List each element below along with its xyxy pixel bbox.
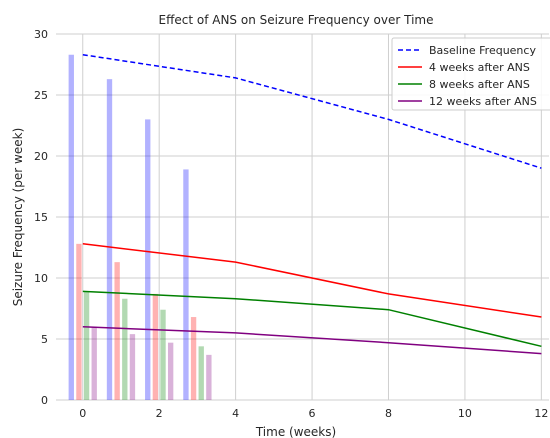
bar [145, 119, 151, 401]
bar [183, 169, 189, 400]
y-tick-labels: 0 5 10 15 20 25 30 [34, 28, 48, 407]
x-tick-label: 12 [534, 407, 548, 420]
bar [206, 354, 212, 400]
chart-title: Effect of ANS on Seizure Frequency over … [159, 13, 434, 27]
legend-label: 12 weeks after ANS [429, 95, 537, 108]
bar [160, 309, 166, 400]
y-tick-label: 30 [34, 28, 48, 41]
y-tick-label: 5 [41, 333, 48, 346]
bar [152, 293, 159, 400]
bar [83, 291, 90, 400]
x-tick-labels: 0 2 4 6 8 10 12 [79, 407, 548, 420]
legend-box [391, 37, 550, 111]
legend-label: Baseline Frequency [429, 44, 536, 57]
series-line [82, 326, 542, 355]
x-tick-label: 2 [156, 407, 163, 420]
bar-group [68, 54, 212, 401]
series-line [82, 53, 542, 169]
x-axis-label: Time (weeks) [255, 425, 336, 438]
bar [91, 326, 97, 400]
y-tick-label: 10 [34, 272, 48, 285]
bar [76, 243, 82, 400]
y-tick-label: 25 [34, 89, 48, 102]
legend: Baseline Frequency 4 weeks after ANS 8 wee… [391, 37, 550, 111]
bar [68, 54, 74, 401]
x-tick-label: 0 [79, 407, 86, 420]
y-tick-label: 0 [41, 394, 48, 407]
legend-label: 8 weeks after ANS [429, 78, 530, 91]
bar [167, 342, 174, 400]
bar [122, 298, 128, 400]
series-line [82, 243, 542, 318]
y-tick-label: 20 [34, 150, 48, 163]
x-tick-label: 10 [458, 407, 472, 420]
legend-label: 4 weeks after ANS [429, 61, 530, 74]
y-tick-label: 15 [34, 211, 48, 224]
series-line [82, 290, 542, 348]
x-tick-label: 6 [309, 407, 316, 420]
bar [114, 262, 120, 400]
x-tick-label: 4 [232, 407, 239, 420]
line-group [82, 53, 542, 355]
y-axis-label: Seizure Frequency (per week) [11, 128, 25, 307]
bar [106, 79, 113, 400]
bar [129, 334, 136, 400]
x-tick-label: 8 [385, 407, 392, 420]
bar [198, 346, 204, 400]
bar [190, 317, 197, 400]
